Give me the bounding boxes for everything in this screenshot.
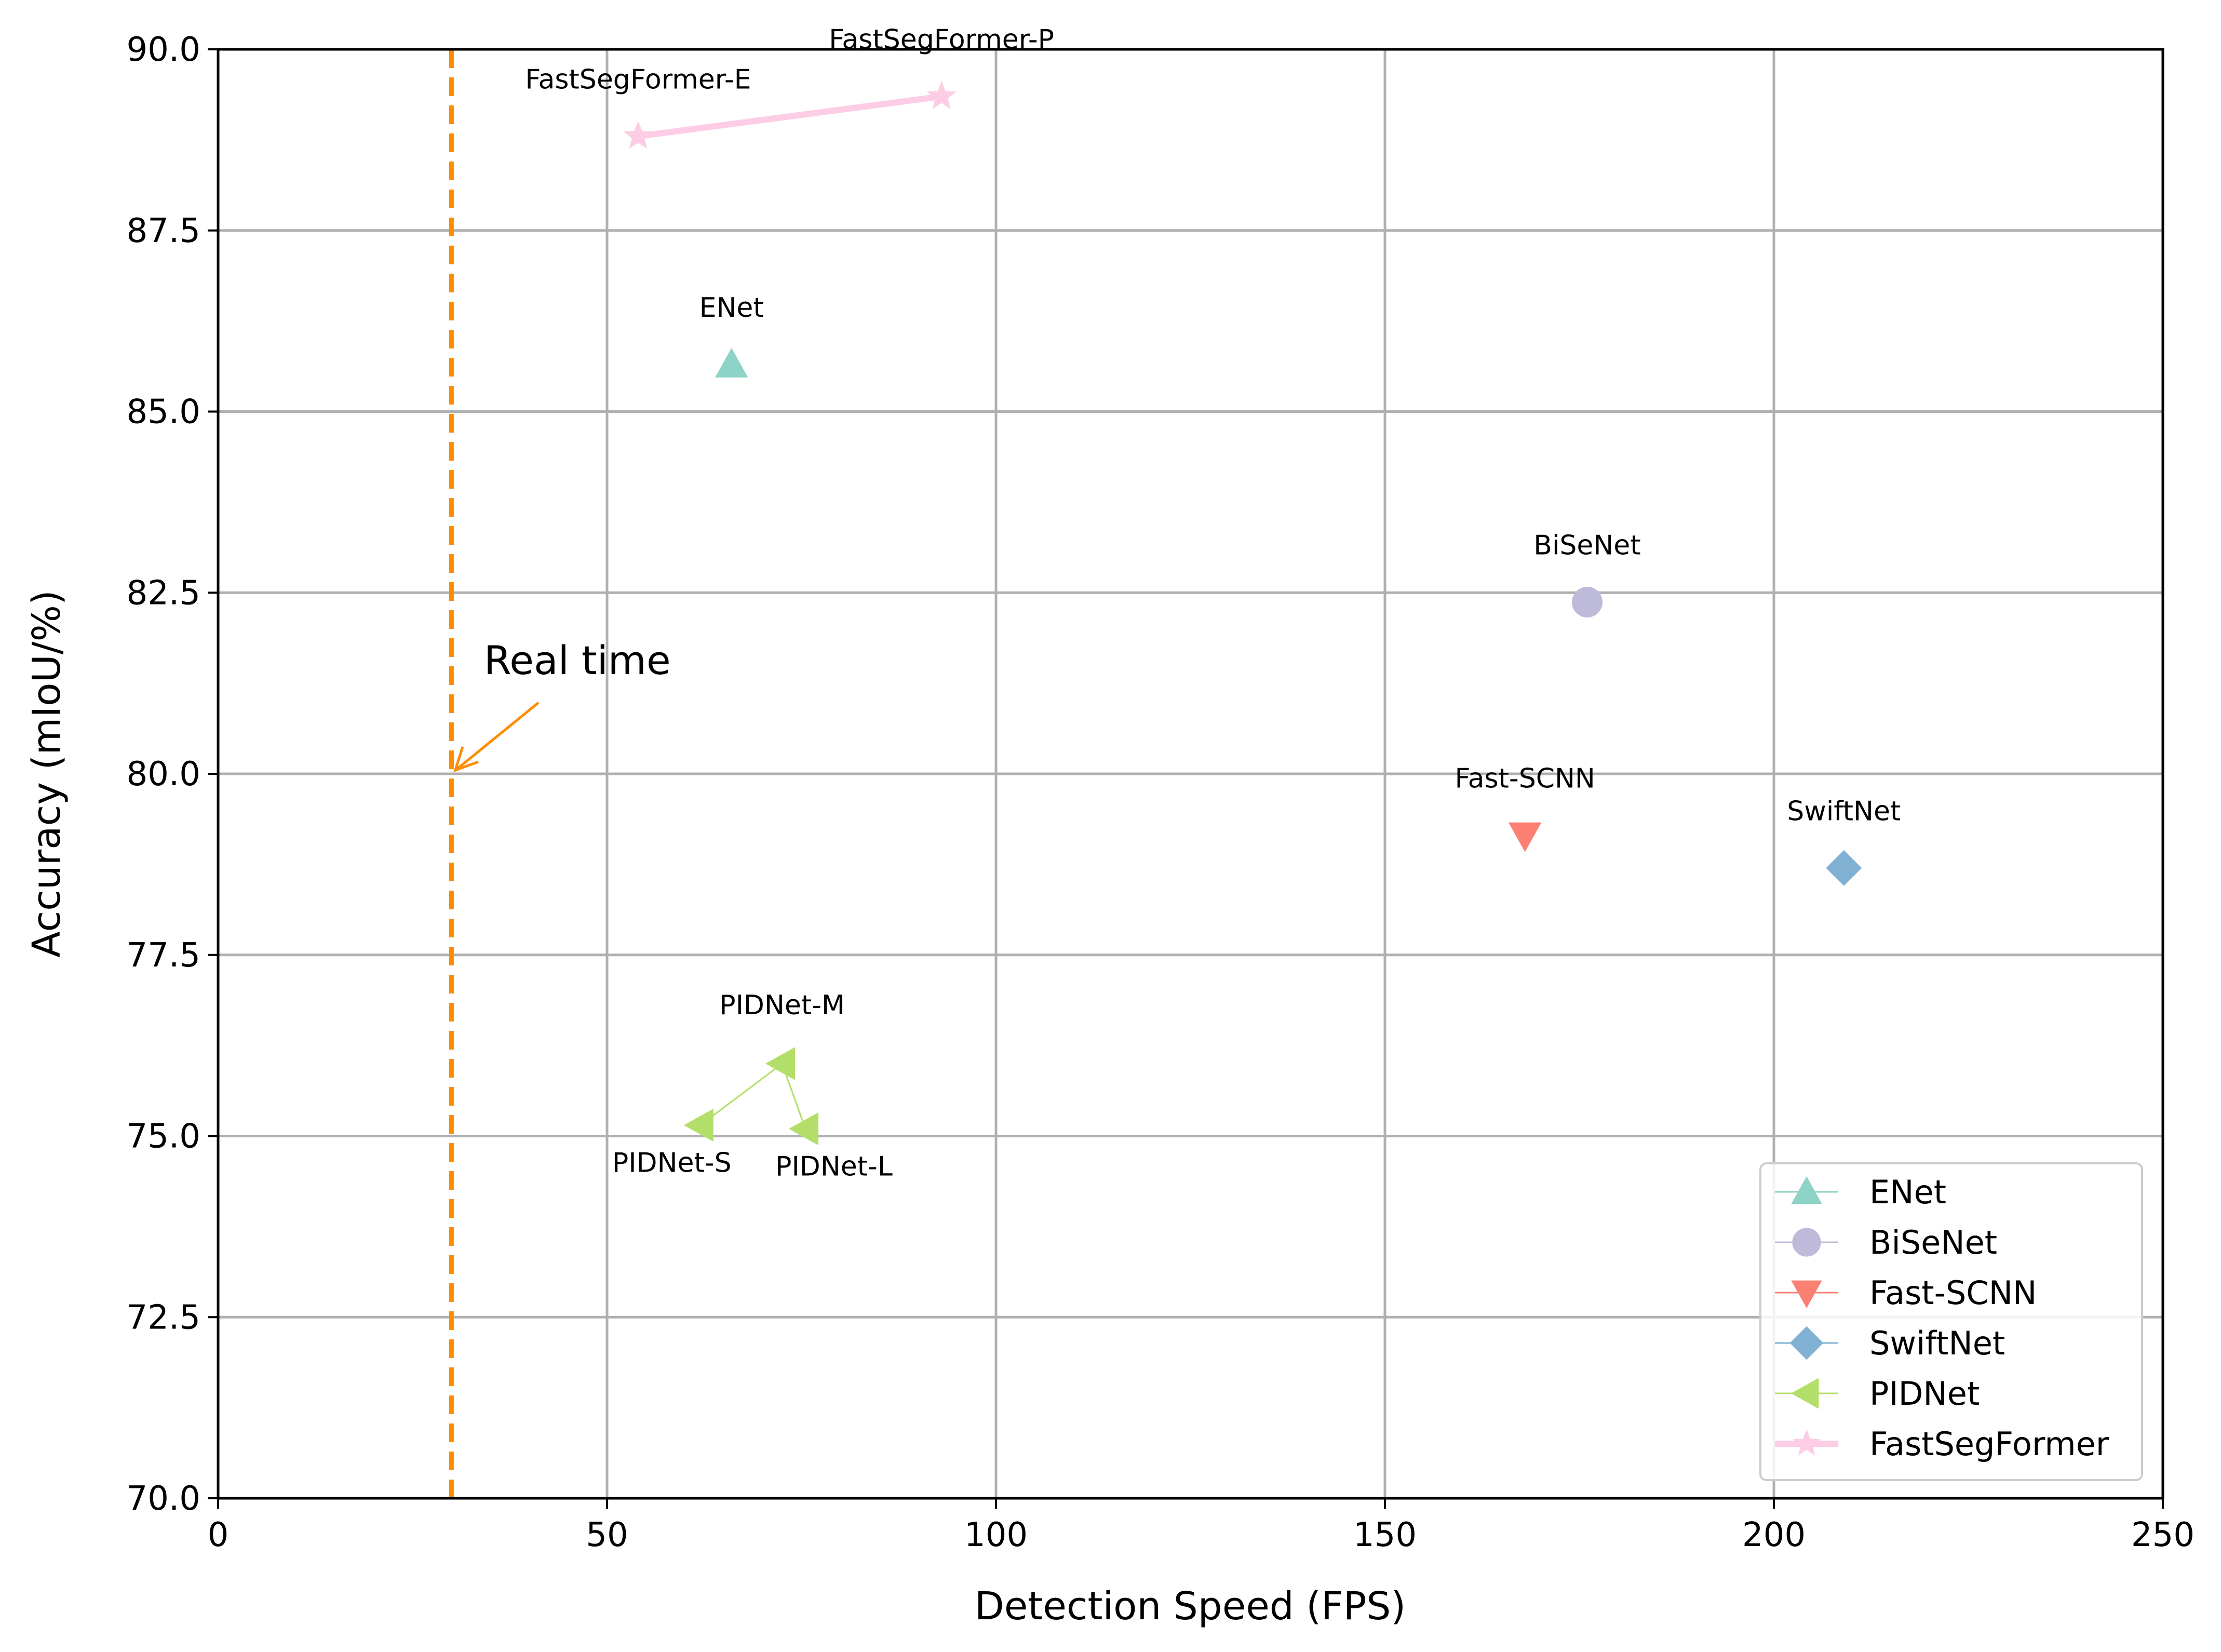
series-swiftnet: SwiftNet	[1787, 796, 1901, 886]
point-label: PIDNet-L	[775, 1151, 893, 1183]
axis-ticks: 0 50 100 150 200 250 70.0 72.5 75.0 77.5 80.0 82.5 8…	[127, 31, 2195, 1554]
x-tick-label: 250	[2131, 1516, 2195, 1554]
plot-marks: Real time ENet BiSeNet Fast-SCNN SwiftNet PID…	[449, 24, 1901, 1498]
point-label: PIDNet-M	[719, 990, 845, 1021]
data-point	[1571, 586, 1603, 617]
y-tick-label: 70.0	[127, 1480, 201, 1518]
point-label: PIDNet-S	[612, 1148, 732, 1179]
y-tick-label: 77.5	[127, 936, 201, 975]
legend-label: BiSeNet	[1869, 1224, 1997, 1261]
plot-frame	[217, 48, 2164, 1500]
point-label: BiSeNet	[1533, 530, 1640, 561]
point-label: Fast-SCNN	[1455, 763, 1595, 795]
legend-marker	[1793, 1429, 1821, 1456]
point-label: FastSegFormer-E	[525, 64, 751, 95]
y-tick-label: 80.0	[127, 755, 201, 794]
annotation-text: Real time	[484, 637, 671, 683]
legend-marker	[1792, 1228, 1821, 1257]
data-point	[788, 1112, 818, 1146]
legend-label: FastSegFormer	[1869, 1425, 2109, 1463]
data-point	[683, 1108, 714, 1142]
legend-label: PIDNet	[1869, 1375, 1980, 1413]
legend: ENet BiSeNet Fast-SCNN SwiftNet PIDNet FastSe…	[1759, 1162, 2143, 1481]
series-fastsegformer: FastSegFormer-E FastSegFormer-P	[525, 24, 1054, 149]
legend-box	[1759, 1162, 2143, 1481]
series-fast-scnn: Fast-SCNN	[1455, 763, 1595, 852]
y-axis-title: Accuracy (mIoU/%)	[24, 590, 69, 958]
series-bisenet: BiSeNet	[1533, 530, 1641, 617]
series-line	[638, 93, 942, 140]
legend-label: ENet	[1869, 1173, 1946, 1211]
y-tick-label: 85.0	[127, 393, 201, 432]
annotation-arrow-shaft	[456, 702, 540, 770]
y-tick-label: 87.5	[127, 212, 201, 250]
annotation-arrow-head	[453, 746, 479, 773]
x-tick-label: 0	[208, 1516, 229, 1554]
data-point	[715, 347, 748, 378]
point-label: FastSegFormer-P	[829, 24, 1054, 56]
legend-label: Fast-SCNN	[1869, 1274, 2037, 1312]
data-point	[765, 1047, 796, 1080]
x-axis-title: Detection Speed (FPS)	[975, 1584, 1406, 1629]
legend-marker	[1791, 1378, 1819, 1409]
x-tick-label: 50	[586, 1516, 628, 1554]
legend-marker	[1789, 1326, 1824, 1360]
point-label: ENet	[699, 292, 764, 324]
legend-marker	[1791, 1280, 1822, 1309]
legend-label: SwiftNet	[1869, 1324, 2005, 1362]
x-tick-label: 150	[1353, 1516, 1417, 1554]
data-point	[623, 120, 653, 149]
legend-marker	[1791, 1176, 1822, 1204]
y-tick-label: 90.0	[127, 31, 201, 69]
x-tick-label: 200	[1742, 1516, 1806, 1554]
y-tick-label: 72.5	[127, 1298, 201, 1337]
series-pidnet: PIDNet-S PIDNet-M PIDNet-L	[612, 990, 893, 1183]
series-enet: ENet	[699, 292, 764, 378]
data-point	[1508, 822, 1542, 852]
data-point	[926, 80, 957, 110]
x-tick-label: 100	[964, 1516, 1028, 1554]
y-tick-label: 82.5	[127, 574, 201, 612]
data-point	[1826, 850, 1862, 886]
y-tick-label: 75.0	[127, 1118, 201, 1156]
point-label: SwiftNet	[1787, 796, 1901, 827]
